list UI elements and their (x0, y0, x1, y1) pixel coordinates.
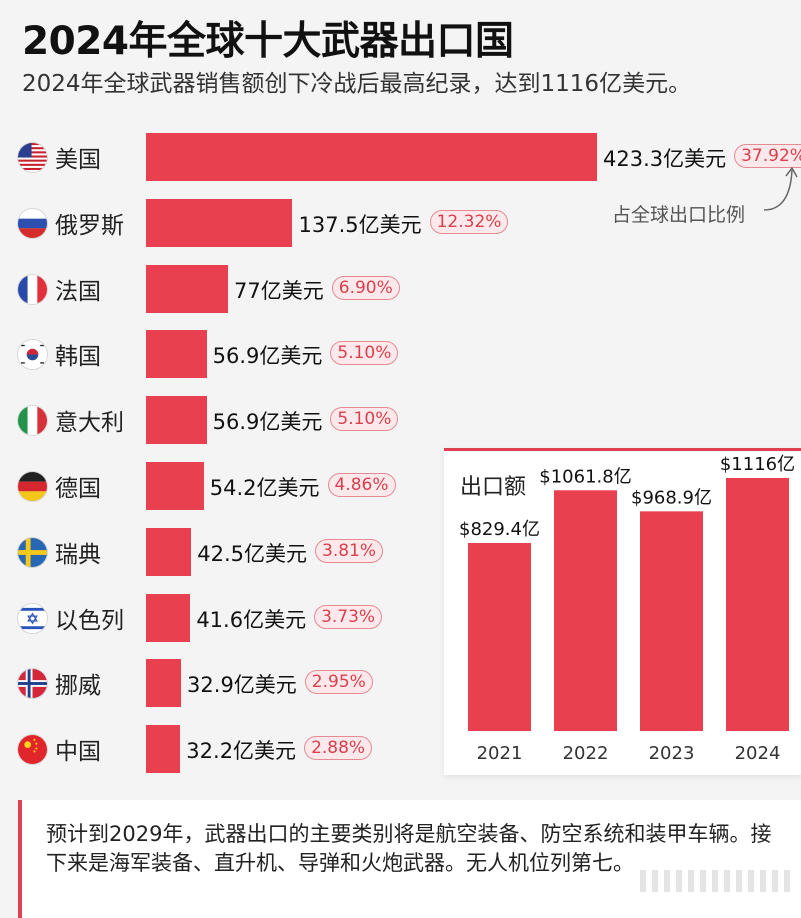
italy-flag-icon (18, 406, 47, 436)
value-label: 56.9亿美元 (212, 344, 323, 369)
korea-flag-icon (18, 340, 47, 370)
page-subtitle: 2024年全球武器销售额创下冷战后最高纪录，达到1116亿美元。 (22, 71, 692, 97)
country-label: 意大利 (55, 410, 124, 437)
country-bar (146, 330, 207, 379)
year-tick-label: 2023 (649, 743, 695, 764)
norway-flag-icon (18, 669, 47, 699)
share-badge: 2.88% (304, 736, 373, 761)
country-label: 瑞典 (55, 541, 101, 568)
country-bar (146, 593, 191, 642)
country-label: 美国 (55, 147, 101, 173)
share-badge: 3.73% (314, 604, 383, 629)
value-label: 54.2亿美元 (209, 476, 320, 500)
watermark (640, 870, 790, 892)
value-label: 41.6亿美元 (196, 607, 307, 632)
year-tick-label: 2021 (477, 743, 523, 764)
country-label: 中国 (55, 739, 101, 766)
year-bar (640, 511, 703, 731)
sweden-flag-icon (18, 537, 47, 567)
share-badge: 5.10% (330, 407, 399, 432)
us-flag-icon (18, 143, 47, 172)
year-value-label: $829.4亿 (459, 519, 540, 540)
year-value-label: $968.9亿 (631, 487, 712, 508)
year-bar (554, 490, 617, 731)
china-flag-icon (18, 735, 47, 765)
year-tick-label: 2022 (563, 743, 609, 764)
value-label: 56.9亿美元 (212, 410, 323, 435)
share-badge: 4.86% (327, 473, 396, 497)
share-annotation-arrow (763, 166, 798, 211)
russia-flag-icon (18, 208, 47, 238)
year-tick-label: 2024 (735, 743, 781, 764)
share-badge: 37.92% (734, 144, 801, 168)
export-value-title: 出口额 (460, 475, 527, 500)
forecast-note-text: 预计到2029年，武器出口的主要类别将是航空装备、防空系统和装甲车辆。接下来是海… (46, 822, 772, 875)
value-label: 137.5亿美元 (298, 212, 422, 237)
value-label: 32.2亿美元 (186, 739, 297, 764)
page-title: 2024年全球十大武器出口国 (22, 19, 514, 64)
country-label: 以色列 (55, 607, 124, 634)
germany-flag-icon (18, 472, 47, 501)
share-badge: 6.90% (331, 275, 400, 300)
country-label: 德国 (55, 476, 101, 502)
country-bar (146, 462, 204, 510)
country-label: 法国 (55, 278, 101, 305)
value-label: 423.3亿美元 (603, 147, 727, 171)
value-label: 42.5亿美元 (197, 541, 308, 566)
country-bar (146, 396, 207, 445)
country-label: 挪威 (55, 673, 101, 700)
country-bar (146, 725, 181, 774)
export-value-chart: $829.4亿 2021 $1061.8亿 2022 $968.9亿 2023 $1116亿… (459, 454, 795, 764)
forecast-note: 预计到2029年，武器出口的主要类别将是航空装备、防空系统和装甲车辆。接下来是海… (18, 800, 801, 918)
year-bar (726, 478, 789, 731)
country-label: 俄罗斯 (55, 212, 124, 239)
country-label: 韩国 (55, 344, 101, 371)
share-badge: 3.81% (315, 538, 384, 563)
country-bar (146, 133, 597, 181)
value-label: 32.9亿美元 (187, 673, 297, 698)
share-badge: 5.10% (330, 341, 399, 366)
france-flag-icon (18, 274, 47, 304)
value-label: 77亿美元 (234, 278, 324, 303)
share-badge: 12.32% (429, 209, 509, 234)
year-bar (468, 542, 531, 731)
share-badge: 2.95% (304, 670, 373, 695)
country-bar (146, 659, 182, 708)
country-bar (146, 527, 192, 576)
israel-flag-icon (18, 603, 47, 633)
country-bar (146, 264, 229, 313)
year-value-label: $1061.8亿 (539, 466, 631, 487)
country-bar (146, 198, 293, 247)
export-value-panel: 出口额 $829.4亿 2021 $1061.8亿 2022 $968.9亿 2023 $1… (444, 448, 801, 775)
year-value-label: $1116亿 (720, 454, 795, 475)
share-annotation-label: 占全球出口比例 (612, 204, 746, 226)
